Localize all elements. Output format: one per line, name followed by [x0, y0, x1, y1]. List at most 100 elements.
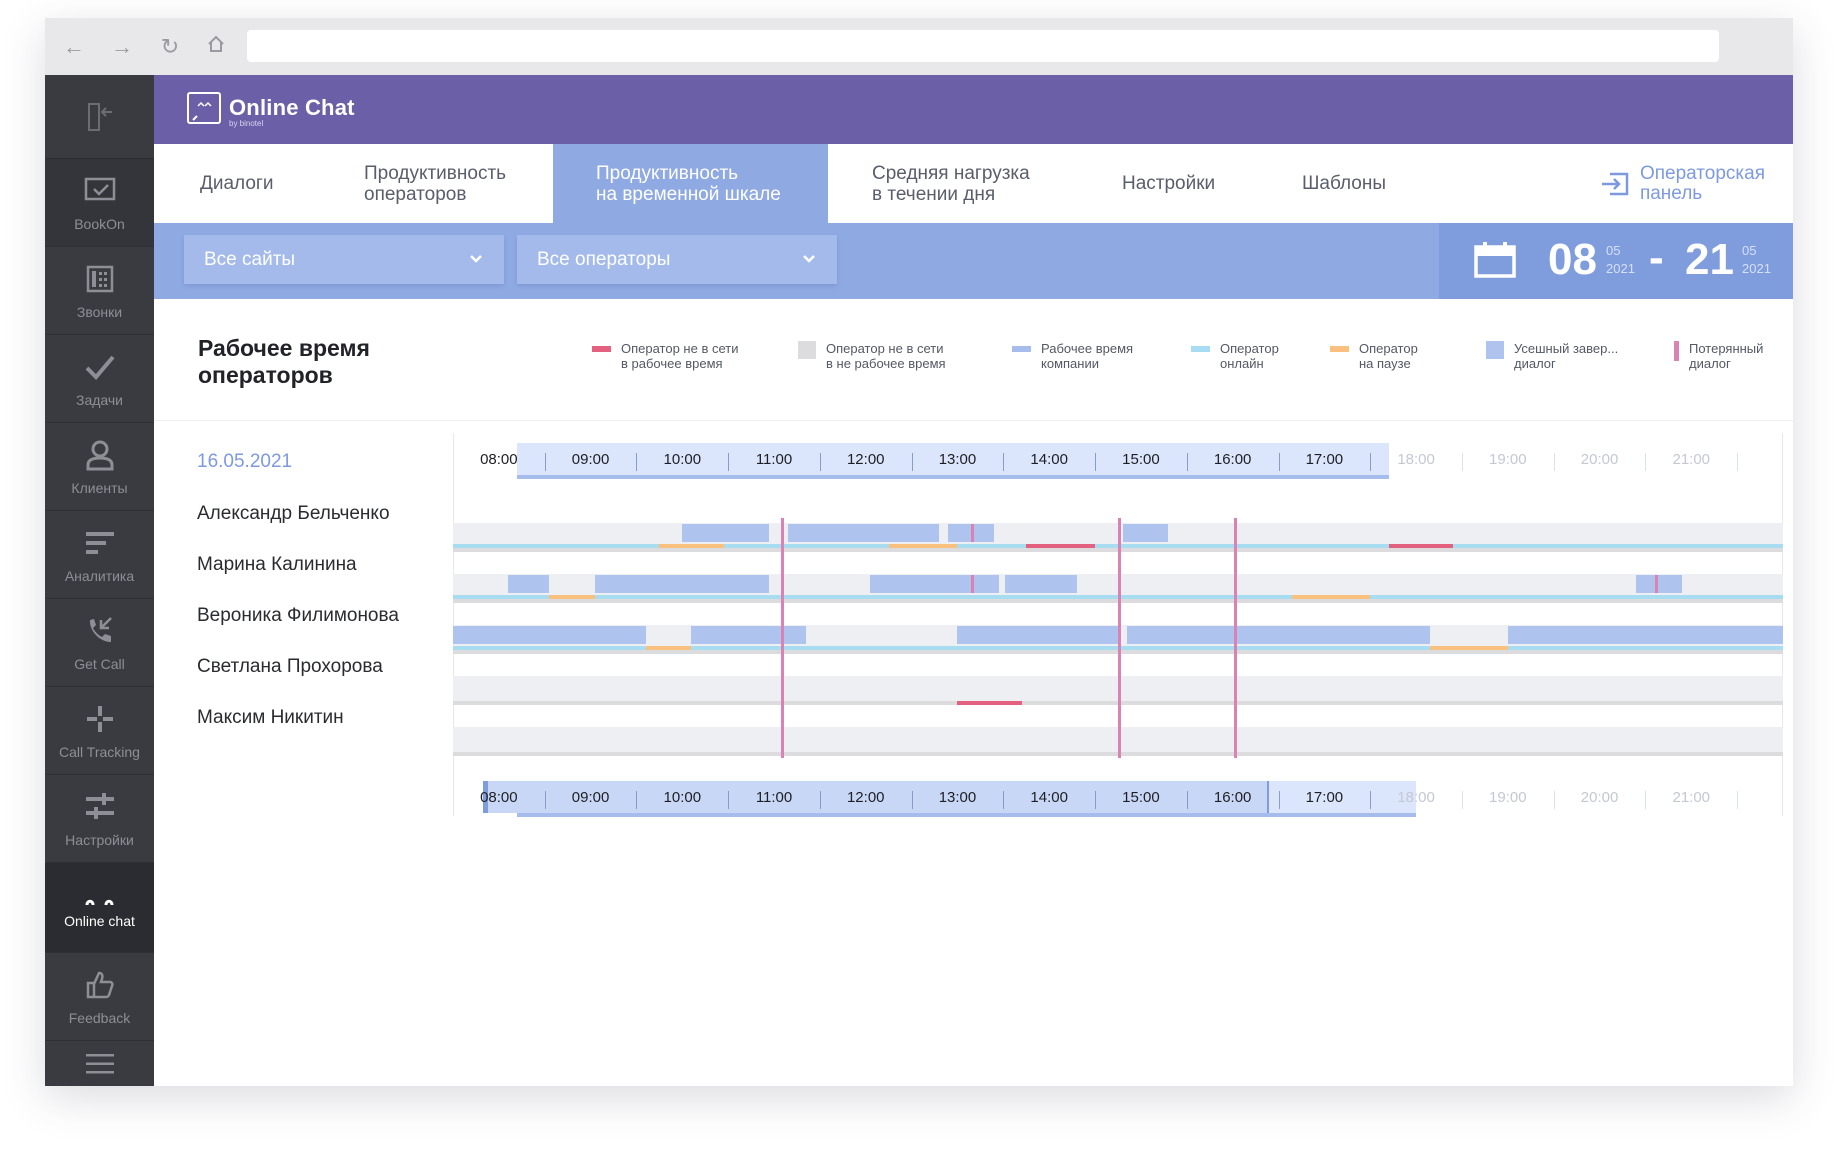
legend-item: Усешный завер... диалог	[1486, 341, 1618, 371]
legend-label: Усешный завер...	[1514, 341, 1619, 356]
axis-tick-label: 15:00	[1122, 451, 1160, 468]
tab-label: Продуктивность	[364, 162, 507, 184]
axis-tick-separator	[1737, 453, 1739, 471]
lost-dialog-line	[1234, 518, 1238, 758]
sidebar-item-label: Feedback	[68, 1009, 131, 1026]
legend-item: Оператор не в сети в рабочее время	[592, 341, 739, 371]
dialog-segment	[453, 626, 646, 644]
axis-tick-separator	[1461, 791, 1463, 809]
legend-label-second: онлайн	[1220, 356, 1264, 371]
tab-settings[interactable]: Настройки	[1122, 144, 1215, 223]
axis-tick-separator	[1003, 791, 1005, 809]
settings-sliders-icon	[83, 790, 117, 824]
legend-label-second: в рабочее время	[621, 356, 723, 371]
axis-tick-separator	[1737, 791, 1739, 809]
operator-panel-link[interactable]: Операторская панель	[1600, 164, 1765, 204]
operators-select-value: Все операторы	[537, 248, 671, 270]
browser-toolbar: ← → ↻	[45, 18, 1793, 75]
work-hours-underline	[517, 475, 1389, 479]
logout-door-icon	[87, 102, 112, 131]
app-window: ← → ↻ BookOn Звонки Задачи	[45, 18, 1793, 1086]
sidebar-item-online-chat[interactable]: Online chat	[45, 863, 154, 953]
dialog-segment	[957, 626, 1118, 644]
date-range-picker[interactable]: 08 05 2021 - 21 05 2021	[1439, 223, 1793, 299]
sidebar-item-call-tracking[interactable]: Call Tracking	[45, 687, 154, 775]
axis-tick-separator	[1370, 453, 1372, 471]
tab-timeline-productivity[interactable]: Продуктивность на временной шкале	[553, 144, 828, 223]
sidebar-item-tasks[interactable]: Задачи	[45, 335, 154, 423]
pause-segment	[888, 544, 958, 548]
tab-dialogs[interactable]: Диалоги	[200, 144, 273, 223]
enter-panel-icon	[1601, 172, 1629, 196]
calendar-icon	[1474, 242, 1516, 278]
date-from-month: 05	[1606, 243, 1621, 258]
sidebar-item-label: Online chat	[64, 912, 135, 929]
tab-templates[interactable]: Шаблоны	[1302, 144, 1386, 223]
axis-tick-label: 15:00	[1122, 789, 1160, 806]
pause-segment	[1429, 646, 1508, 650]
dialog-segment	[870, 575, 999, 593]
axis-tick-label: 12:00	[846, 451, 885, 468]
site-select[interactable]: Все сайты	[184, 235, 504, 284]
date-to-month: 05	[1742, 243, 1757, 258]
sidebar-item-feedback[interactable]: Feedback	[45, 953, 154, 1041]
tab-label: Шаблоны	[1302, 173, 1387, 194]
operator-name: Александр Бельченко	[197, 503, 390, 524]
axis-tick-separator	[1003, 453, 1005, 471]
date-to-year: 2021	[1742, 261, 1771, 276]
date-from-day: 08	[1548, 235, 1597, 284]
forward-arrow-icon[interactable]: →	[111, 34, 133, 59]
main-sidebar: BookOn Звонки Задачи Клиенты Аналитика	[45, 75, 154, 1086]
home-icon[interactable]	[201, 32, 231, 62]
tab-label-second: на временной шкале	[596, 183, 781, 205]
axis-tick-label: 20:00	[1580, 789, 1619, 806]
chat-logo-icon	[187, 92, 221, 124]
address-bar[interactable]	[247, 30, 1719, 62]
sidebar-item-get-call[interactable]: Get Call	[45, 599, 154, 687]
user-icon	[83, 438, 117, 472]
legend-item: Оператор не в сети в не рабочее время	[798, 341, 946, 371]
hamburger-icon	[85, 1053, 114, 1073]
axis-tick-separator	[728, 791, 730, 809]
sidebar-item-settings[interactable]: Настройки	[45, 775, 154, 863]
axis-tick-label: 18:00	[1397, 789, 1435, 806]
sidebar-item-bookon[interactable]: BookOn	[45, 159, 154, 247]
axis-tick-separator	[1553, 791, 1555, 809]
legend-item: Потерянный диалог	[1674, 341, 1763, 371]
legend-label: Оператор	[1359, 341, 1418, 356]
phone-grid-icon	[83, 262, 117, 296]
get-call-icon	[83, 614, 117, 648]
legend-label: Оператор не в сети	[621, 341, 739, 356]
tab-operator-productivity[interactable]: Продуктивность операторов	[364, 144, 506, 223]
axis-tick-separator	[636, 791, 638, 809]
hamburger-menu-button[interactable]	[45, 1041, 154, 1086]
legend-label: Оператор не в сети	[826, 341, 944, 356]
legend-swatch	[1191, 346, 1210, 352]
dialog-segment	[508, 575, 550, 593]
operators-select[interactable]: Все операторы	[517, 235, 837, 284]
axis-tick-label: 21:00	[1672, 451, 1711, 468]
legend-swatch	[798, 341, 816, 359]
axis-tick-separator	[1095, 791, 1097, 809]
back-arrow-icon[interactable]: ←	[63, 34, 85, 59]
bottom-time-scroller[interactable]: 08:00 09:00 10:00 11:00 12:00 13:00 14:00 15:00…	[453, 781, 1783, 821]
sidebar-item-calls[interactable]: Звонки	[45, 247, 154, 335]
legend-swatch	[1012, 346, 1031, 352]
legend-item: Рабочее время компании	[1012, 341, 1133, 371]
reload-icon[interactable]: ↻	[160, 34, 180, 59]
tab-average-load[interactable]: Средняя нагрузка в течении дня	[872, 144, 1030, 223]
axis-tick-label: 13:00	[938, 451, 977, 468]
range-handle-left[interactable]	[483, 781, 489, 813]
sidebar-item-clients[interactable]: Клиенты	[45, 423, 154, 511]
top-time-axis: 08:00 09:00 10:00 11:00 12:00 13:00 14:00 15:00…	[453, 443, 1783, 483]
lost-dialog-mark	[971, 575, 975, 593]
axis-tick-label: 10:00	[663, 789, 702, 806]
sidebar-item-analytics[interactable]: Аналитика	[45, 511, 154, 599]
collapse-sidebar-button[interactable]	[45, 75, 154, 159]
analytics-icon	[83, 526, 117, 560]
legend-label-second: на паузе	[1359, 356, 1411, 371]
axis-tick-label: 09:00	[571, 451, 610, 468]
app-logo[interactable]: Online Chat by binotel	[187, 92, 355, 128]
dialog-segment	[595, 575, 770, 593]
axis-tick-label: 19:00	[1489, 451, 1527, 468]
